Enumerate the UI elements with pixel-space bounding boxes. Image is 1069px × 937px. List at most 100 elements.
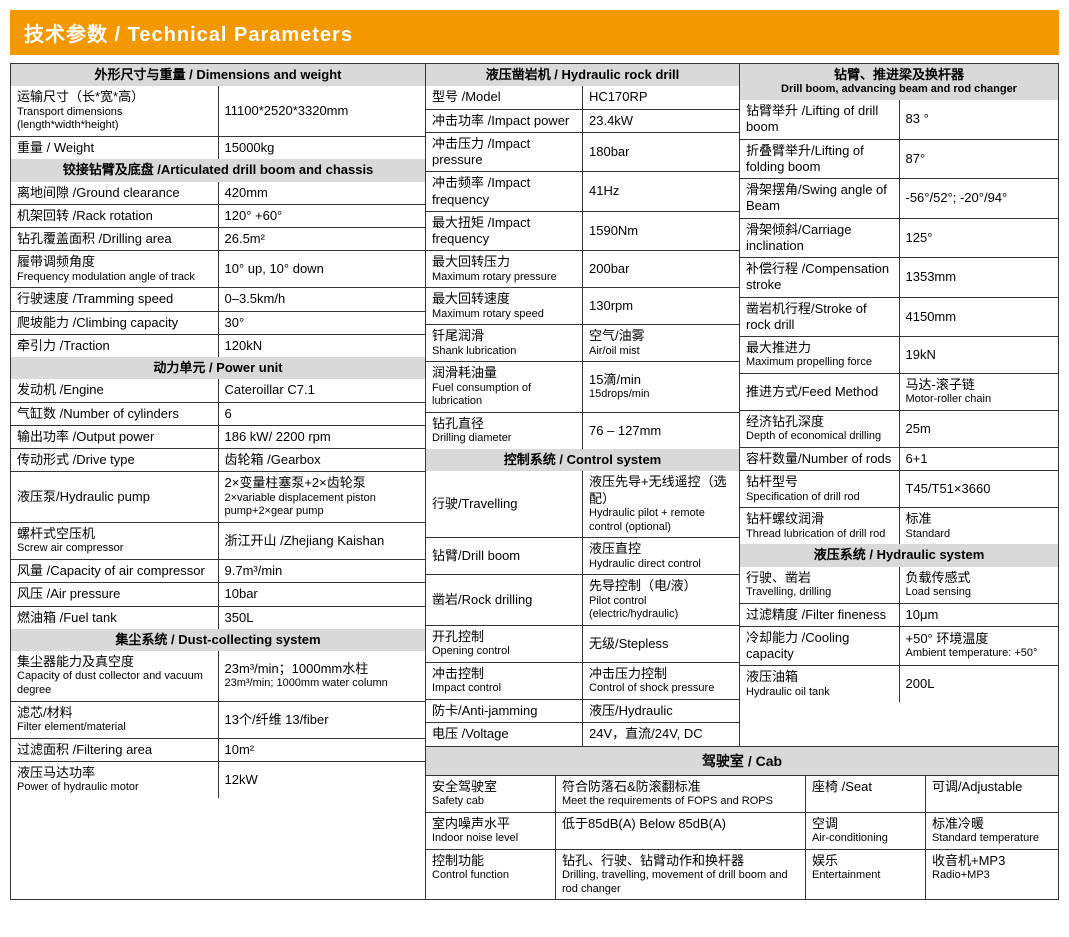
param-label: 钻杆螺纹润滑Thread lubrication of drill rod bbox=[740, 508, 899, 545]
param-value: 1353mm bbox=[899, 258, 1058, 298]
param-value: 6 bbox=[218, 402, 425, 425]
table-row: 行驶速度 /Tramming speed0–3.5km/h bbox=[11, 288, 425, 311]
param-value: 4150mm bbox=[899, 297, 1058, 337]
param-value: 23.4kW bbox=[583, 109, 740, 132]
table-row: 折叠臂举升/Lifting of folding boom87° bbox=[740, 139, 1058, 179]
param-label: 最大回转速度Maximum rotary speed bbox=[426, 288, 583, 325]
param-value: 浙江开山 /Zhejiang Kaishan bbox=[218, 523, 425, 560]
param-value: 87° bbox=[899, 139, 1058, 179]
param-label: 牵引力 /Traction bbox=[11, 334, 218, 357]
param-label: 冲击压力 /Impact pressure bbox=[426, 132, 583, 172]
param-value: 马达-滚子链Motor-roller chain bbox=[899, 374, 1058, 411]
cab-cell: 空调Air-conditioning bbox=[806, 813, 926, 849]
table-row: 冲击功率 /Impact power23.4kW bbox=[426, 109, 739, 132]
table-row: 冲击控制Impact control冲击压力控制Control of shock… bbox=[426, 663, 739, 700]
param-label: 液压马达功率Power of hydraulic motor bbox=[11, 762, 218, 799]
table-row: 钻杆螺纹润滑Thread lubrication of drill rod标准S… bbox=[740, 508, 1058, 545]
param-label: 过滤精度 /Filter fineness bbox=[740, 603, 899, 626]
param-label: 螺杆式空压机Screw air compressor bbox=[11, 523, 218, 560]
cab-cell: 钻孔、行驶、钻臂动作和换杆器Drilling, travelling, move… bbox=[556, 850, 806, 900]
cab-cell: 娱乐Entertainment bbox=[806, 850, 926, 900]
table-row: 冲击频率 /Impact frequency41Hz bbox=[426, 172, 739, 212]
table-row: 最大推进力Maximum propelling force19kN bbox=[740, 337, 1058, 374]
param-value: 12kW bbox=[218, 762, 425, 799]
param-label: 凿岩/Rock drilling bbox=[426, 575, 583, 626]
param-label: 钻孔覆盖面积 /Drilling area bbox=[11, 228, 218, 251]
param-label: 机架回转 /Rack rotation bbox=[11, 204, 218, 227]
param-value: 420mm bbox=[218, 182, 425, 205]
table-row: 推进方式/Feed Method马达-滚子链Motor-roller chain bbox=[740, 374, 1058, 411]
param-label: 履带调频角度Frequency modulation angle of trac… bbox=[11, 251, 218, 288]
table-row: 螺杆式空压机Screw air compressor浙江开山 /Zhejiang… bbox=[11, 523, 425, 560]
param-value: 120° +60° bbox=[218, 204, 425, 227]
param-value: 200L bbox=[899, 666, 1058, 703]
param-value: 2×变量柱塞泵+2×齿轮泵2×variable displacement pis… bbox=[218, 472, 425, 523]
table-row: 冷却能力 /Cooling capacity+50° 环境温度Ambient t… bbox=[740, 626, 1058, 666]
param-value: 冲击压力控制Control of shock pressure bbox=[583, 663, 740, 700]
param-label: 经济钻孔深度Depth of economical drilling bbox=[740, 411, 899, 448]
param-value: 180bar bbox=[583, 132, 740, 172]
table-row: 滑架倾斜/Carriage inclination125° bbox=[740, 218, 1058, 258]
table-row: 履带调频角度Frequency modulation angle of trac… bbox=[11, 251, 425, 288]
param-value: 25m bbox=[899, 411, 1058, 448]
col3-sec2: 液压系统 / Hydraulic system 行驶、凿岩Travelling,… bbox=[740, 544, 1058, 702]
param-label: 集尘器能力及真空度Capacity of dust collector and … bbox=[11, 651, 218, 701]
table-row: 机架回转 /Rack rotation120° +60° bbox=[11, 204, 425, 227]
cab-row: 室内噪声水平Indoor noise level低于85dB(A) Below … bbox=[426, 813, 1058, 850]
param-label: 钎尾润滑Shank lubrication bbox=[426, 325, 583, 362]
col1-sec3: 动力单元 / Power unit 发动机 /EngineCateroillar… bbox=[11, 357, 425, 629]
cab-cell: 室内噪声水平Indoor noise level bbox=[426, 813, 556, 849]
table-row: 凿岩/Rock drilling先导控制（电/液）Pilot control (… bbox=[426, 575, 739, 626]
col2-sec2: 控制系统 / Control system 行驶/Travelling液压先导+… bbox=[426, 449, 739, 746]
table-row: 型号 /ModelHC170RP bbox=[426, 86, 739, 109]
param-label: 滤芯/材料Filter element/material bbox=[11, 701, 218, 738]
param-label: 行驶速度 /Tramming speed bbox=[11, 288, 218, 311]
table-row: 润滑耗油量Fuel consumption of lubrication15滴/… bbox=[426, 362, 739, 413]
sec-title: 控制系统 / Control system bbox=[426, 449, 739, 471]
column-1: 外形尺寸与重量 / Dimensions and weight 运输尺寸（长*宽… bbox=[11, 64, 426, 899]
param-value: 41Hz bbox=[583, 172, 740, 212]
param-label: 行驶、凿岩Travelling, drilling bbox=[740, 567, 899, 604]
table-row: 最大回转速度Maximum rotary speed130rpm bbox=[426, 288, 739, 325]
table-row: 凿岩机行程/Stroke of rock drill4150mm bbox=[740, 297, 1058, 337]
param-value: 83 ° bbox=[899, 100, 1058, 139]
param-value: 11100*2520*3320mm bbox=[218, 86, 425, 136]
param-value: 13个/纤维 13/fiber bbox=[218, 701, 425, 738]
table-row: 钎尾润滑Shank lubrication空气/油雾Air/oil mist bbox=[426, 325, 739, 362]
param-value: 19kN bbox=[899, 337, 1058, 374]
table-row: 离地间隙 /Ground clearance420mm bbox=[11, 182, 425, 205]
param-value: 76 – 127mm bbox=[583, 413, 740, 450]
table-row: 传动形式 /Drive type齿轮箱 /Gearbox bbox=[11, 449, 425, 472]
table-row: 过滤精度 /Filter fineness10μm bbox=[740, 603, 1058, 626]
table-row: 风量 /Capacity of air compressor9.7m³/min bbox=[11, 560, 425, 583]
param-label: 钻杆型号Specification of drill rod bbox=[740, 471, 899, 508]
sec-title-main: 钻臂、推进梁及换杆器 bbox=[834, 67, 964, 82]
param-label: 爬坡能力 /Climbing capacity bbox=[11, 311, 218, 334]
param-label: 燃油箱 /Fuel tank bbox=[11, 606, 218, 629]
param-label: 钻孔直径Drilling diameter bbox=[426, 413, 583, 450]
table-row: 行驶/Travelling液压先导+无线遥控（选配）Hydraulic pilo… bbox=[426, 471, 739, 538]
table-row: 集尘器能力及真空度Capacity of dust collector and … bbox=[11, 651, 425, 701]
table-row: 钻杆型号Specification of drill rodT45/T51×36… bbox=[740, 471, 1058, 508]
page: 技术参数 / Technical Parameters 外形尺寸与重量 / Di… bbox=[10, 10, 1059, 900]
table-row: 液压油箱Hydraulic oil tank200L bbox=[740, 666, 1058, 703]
table-row: 运输尺寸（长*宽*高）Transport dimensions (length*… bbox=[11, 86, 425, 136]
param-value: 26.5m² bbox=[218, 228, 425, 251]
param-label: 开孔控制Opening control bbox=[426, 626, 583, 663]
param-value: Cateroillar C7.1 bbox=[218, 379, 425, 402]
param-value: 齿轮箱 /Gearbox bbox=[218, 449, 425, 472]
cab-cell: 标准冷暖Standard temperature bbox=[926, 813, 1058, 849]
table-row: 燃油箱 /Fuel tank350L bbox=[11, 606, 425, 629]
param-label: 凿岩机行程/Stroke of rock drill bbox=[740, 297, 899, 337]
param-label: 传动形式 /Drive type bbox=[11, 449, 218, 472]
param-value: 液压直控Hydraulic direct control bbox=[583, 538, 740, 575]
sec-title: 液压系统 / Hydraulic system bbox=[740, 544, 1058, 566]
param-label: 风压 /Air pressure bbox=[11, 583, 218, 606]
cab-cell: 座椅 /Seat bbox=[806, 776, 926, 812]
param-value: 24V，直流/24V, DC bbox=[583, 723, 740, 746]
col1-sec4: 集尘系统 / Dust-collecting system 集尘器能力及真空度C… bbox=[11, 629, 425, 798]
param-label: 发动机 /Engine bbox=[11, 379, 218, 402]
sec-title: 外形尺寸与重量 / Dimensions and weight bbox=[11, 64, 425, 86]
param-value: 1590Nm bbox=[583, 211, 740, 251]
param-value: T45/T51×3660 bbox=[899, 471, 1058, 508]
